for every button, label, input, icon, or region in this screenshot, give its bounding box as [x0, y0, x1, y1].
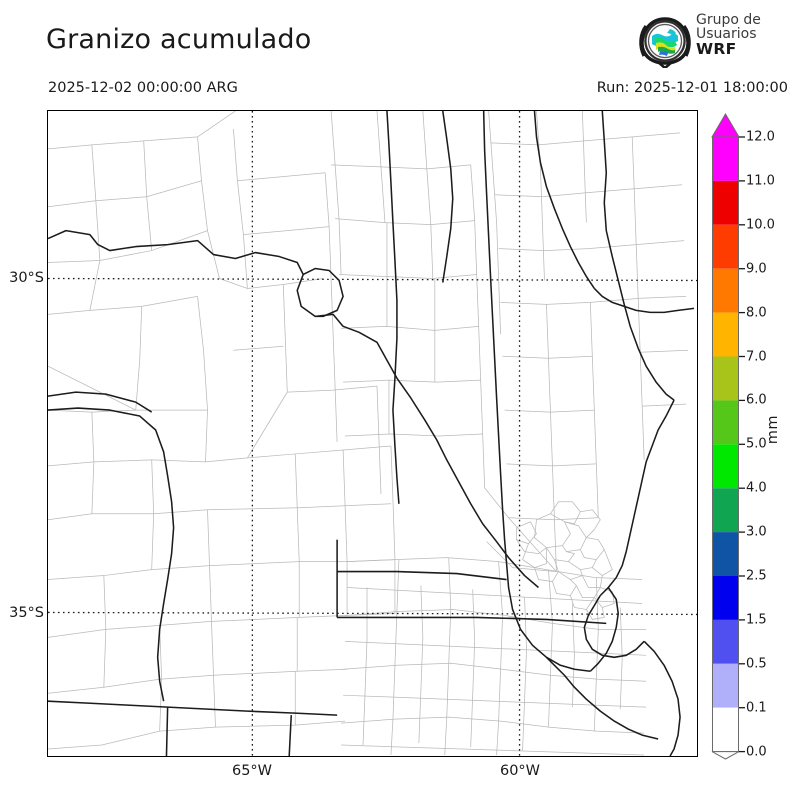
department-boundaries	[48, 111, 689, 756]
cb-tick-2p5: 2.5	[746, 568, 767, 584]
cb-tick-12: 12.0	[746, 129, 775, 145]
colorbar-unit-label: mm	[765, 415, 781, 445]
lon-label-60w: 60°W	[499, 763, 541, 779]
logo-line-1: Grupo de	[696, 12, 761, 28]
page-title: Granizo acumulado	[46, 24, 312, 55]
cb-tick-9: 9.0	[746, 261, 767, 277]
cb-tick-3: 3.0	[746, 524, 767, 540]
colorbar[interactable]: 12.0 11.0 10.0 9.0 8.0 7.0 6.0 5.0 4.0 3…	[711, 113, 775, 760]
logo-line-3: WRF	[696, 39, 737, 58]
lat-label-35s: 35°S	[9, 605, 44, 621]
cb-tick-5: 5.0	[746, 436, 767, 452]
cb-tick-0p5: 0.5	[746, 656, 767, 672]
colorbar-gradient	[711, 113, 745, 760]
cb-tick-11: 11.0	[746, 173, 775, 189]
run-time-label: Run: 2025-12-01 18:00:00	[596, 80, 788, 96]
forecast-map-canvas[interactable]	[47, 110, 698, 757]
lon-label-65w: 65°W	[231, 763, 273, 779]
graticule-lines	[48, 111, 697, 756]
cb-tick-10: 10.0	[746, 217, 775, 233]
cb-tick-0: 0.0	[746, 744, 767, 760]
lat-label-30s: 30°S	[9, 270, 44, 286]
cb-tick-0p1: 0.1	[746, 700, 767, 716]
cb-tick-7: 7.0	[746, 349, 767, 364]
wrf-logo-text: Grupo de Usuarios WRF	[696, 13, 761, 57]
logo-line-2: Usuarios	[696, 26, 757, 43]
wrf-logo: Grupo de Usuarios WRF	[636, 12, 796, 70]
valid-time-label: 2025-12-02 00:00:00 ARG	[48, 80, 238, 96]
map-vector-layer	[48, 111, 697, 756]
cb-tick-6: 6.0	[746, 392, 767, 408]
province-boundaries	[48, 111, 695, 756]
cb-tick-4: 4.0	[746, 480, 767, 496]
wrf-globe-seal-icon	[639, 17, 691, 68]
cb-tick-1p5: 1.5	[746, 612, 767, 628]
cb-tick-8: 8.0	[746, 305, 767, 321]
